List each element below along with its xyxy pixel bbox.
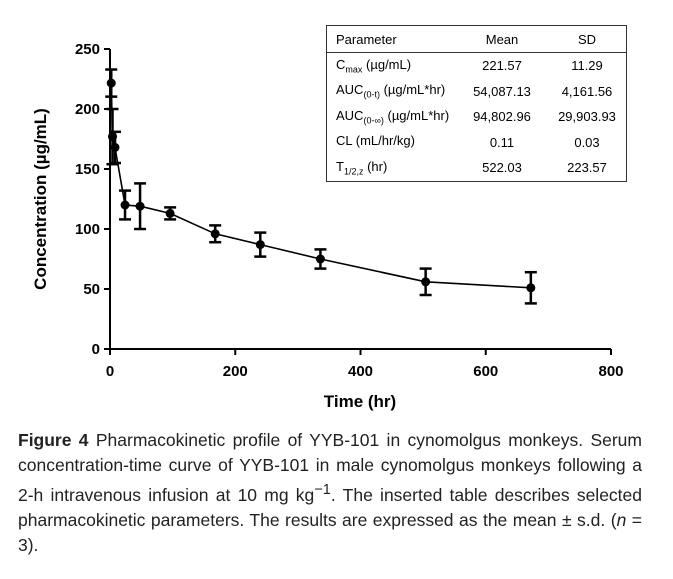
y-tick-label: 200 xyxy=(75,101,100,118)
pk-chart: 0 50 100 150 200 250 0 200 400 600 800 Time (hr) C… xyxy=(31,41,624,411)
header-mean: Mean xyxy=(456,25,548,53)
table-row: AUC(0-t) (µg/mL*hr) 54,087.13 4,161.56 xyxy=(327,79,627,105)
x-tick-label: 600 xyxy=(473,363,498,380)
y-tick-label: 150 xyxy=(75,161,100,178)
table-header-row: Parameter Mean SD xyxy=(326,25,627,53)
mean-cell: 94,802.96 xyxy=(473,109,531,125)
param-unit: (µg/mL) xyxy=(362,56,412,72)
x-tick-label: 800 xyxy=(598,363,623,380)
x-tick-label: 400 xyxy=(348,363,373,380)
sd-cell: 4,161.56 xyxy=(561,83,613,99)
figure-label: Figure 4 xyxy=(18,430,89,450)
param-unit: (µg/mL*hr) xyxy=(379,82,446,98)
param-name: AUC xyxy=(336,82,364,98)
mean-cell: 0.11 xyxy=(489,134,515,150)
table-row: T1/2,z (hr) 522.03 223.57 xyxy=(327,155,627,181)
data-point xyxy=(135,201,145,211)
axes: 0 50 100 150 200 250 0 200 400 600 800 xyxy=(75,41,624,380)
param-cell: Cmax (µg/mL) xyxy=(327,53,457,79)
data-point xyxy=(315,254,325,264)
param-sub: (0-t) xyxy=(363,90,380,101)
mean-cell: 221.57 xyxy=(482,58,522,74)
param-cell: CL (mL/hr/kg) xyxy=(327,130,457,156)
data-point xyxy=(110,142,120,152)
data-point xyxy=(210,229,220,239)
param-unit: (µg/mL*hr) xyxy=(383,107,450,123)
sd-cell: 29,903.93 xyxy=(558,109,616,125)
mean-cell: 54,087.13 xyxy=(473,83,531,99)
caption-text: Pharmacokinetic profile of YYB-101 in cy… xyxy=(18,430,642,505)
sd-cell: 223.57 xyxy=(567,160,607,176)
data-point xyxy=(255,240,265,250)
x-tick-label: 0 xyxy=(106,363,114,380)
caption-text-3: = 3). xyxy=(18,509,642,555)
x-axis-label: Time (hr) xyxy=(324,392,396,411)
param-sub: 1/2,z xyxy=(343,166,364,177)
param-cell: AUC(0-∞) (µg/mL*hr) xyxy=(327,104,457,130)
header-sd: SD xyxy=(548,25,627,53)
param-sub: (0-∞) xyxy=(363,115,384,126)
param-unit: (hr) xyxy=(363,158,388,174)
param-sub: max xyxy=(345,64,363,75)
caption-sup: −1 xyxy=(314,482,331,498)
param-name: AUC xyxy=(336,107,364,123)
table-row: AUC(0-∞) (µg/mL*hr) 94,802.96 29,903.93 xyxy=(327,104,627,130)
data-point xyxy=(526,283,536,293)
data-point xyxy=(421,277,431,287)
series-line xyxy=(105,68,537,305)
param-name: C xyxy=(336,56,346,72)
pk-parameter-table: Parameter Mean SD Cmax (µg/mL) 221.57 11.2… xyxy=(326,25,627,182)
data-point xyxy=(120,200,130,210)
caption-n: n xyxy=(616,509,627,530)
sd-cell: 11.29 xyxy=(571,58,603,74)
y-tick-label: 50 xyxy=(83,281,100,298)
header-parameter: Parameter xyxy=(326,25,456,53)
y-axis-label: Concentration (µg/mL) xyxy=(31,108,50,290)
param-cell: T1/2,z (hr) xyxy=(327,155,457,181)
sd-cell: 0.03 xyxy=(574,134,600,150)
mean-cell: 522.03 xyxy=(482,160,522,176)
caption-text-2: . The inserted table describes selected … xyxy=(18,484,642,530)
table-row: CL (mL/hr/kg) 0.11 0.03 xyxy=(327,130,627,156)
param-name: T xyxy=(336,158,344,174)
data-point xyxy=(165,208,175,218)
x-tick-label: 200 xyxy=(223,363,248,380)
param-cell: AUC(0-t) (µg/mL*hr) xyxy=(327,79,457,105)
figure-caption: Figure 4 Pharmacokinetic profile of YYB-… xyxy=(18,428,642,558)
y-tick-label: 0 xyxy=(92,341,100,358)
y-tick-label: 100 xyxy=(75,221,100,238)
param-name: CL (mL/hr/kg) xyxy=(336,133,415,149)
table-row: Cmax (µg/mL) 221.57 11.29 xyxy=(327,53,627,79)
y-tick-label: 250 xyxy=(75,41,100,58)
data-point xyxy=(106,78,116,88)
